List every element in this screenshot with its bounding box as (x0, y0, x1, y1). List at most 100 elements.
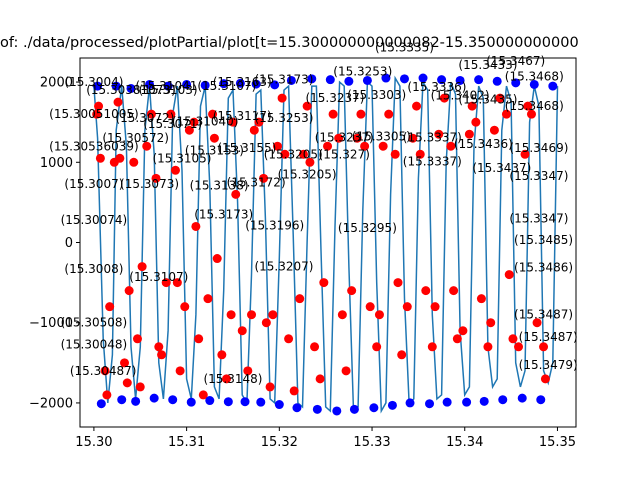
point-annotation: (15.3205) (278, 167, 337, 181)
sample-point (115, 153, 125, 163)
sample-point (408, 133, 418, 143)
sample-point (203, 294, 213, 304)
point-annotation: (15.3072) (115, 111, 174, 125)
sample-point (347, 286, 357, 296)
point-annotation: (15.3486) (514, 260, 573, 274)
point-annotation: (15.3435) (458, 93, 517, 107)
sample-point (172, 278, 182, 288)
sample-point (356, 109, 366, 119)
sample-point (446, 141, 456, 151)
extremum-point (418, 73, 428, 83)
point-annotation: (15.3155) (217, 141, 276, 155)
sample-point (430, 302, 440, 312)
point-annotation: (15.3196) (245, 219, 304, 233)
extremum-point (312, 404, 322, 414)
x-tick-label: 15.31 (168, 435, 205, 450)
point-annotation: (15.3148) (203, 372, 262, 386)
x-tick-label: 15.30 (75, 435, 112, 450)
point-annotation: (15.3205) (264, 147, 323, 161)
sample-point (540, 374, 550, 384)
point-annotation: (15.30572) (102, 131, 169, 145)
extremum-point (325, 75, 335, 85)
extremum-point (256, 397, 266, 407)
point-annotation: (15.3336) (407, 80, 466, 94)
point-annotation: (15.3237) (315, 130, 374, 144)
sample-point (208, 109, 218, 119)
sample-point (280, 149, 290, 159)
extremum-point (369, 403, 379, 413)
point-annotation: (15.3107) (129, 270, 188, 284)
extremum-point (474, 75, 484, 85)
sample-point (402, 302, 412, 312)
sample-point (265, 382, 275, 392)
y-tick-label: 2000 (40, 76, 73, 91)
sample-point (189, 117, 199, 127)
sample-point (157, 350, 167, 360)
extremum-point (479, 396, 489, 406)
point-annotation: (15.3487) (519, 330, 578, 344)
point-annotation: (15.327) (319, 147, 370, 161)
point-annotation: (15.30536039) (49, 139, 139, 153)
point-annotation: (15.31041(15.3107) (135, 79, 256, 93)
sample-point (372, 342, 382, 352)
sample-point (378, 141, 388, 151)
sample-point (458, 326, 468, 336)
sample-point (247, 310, 257, 320)
sample-point (508, 334, 518, 344)
sample-point (504, 270, 514, 280)
extremum-point (405, 398, 415, 408)
extremum-point (292, 403, 302, 413)
sample-point (142, 141, 152, 151)
extremum-point (182, 79, 192, 89)
point-annotation: (15.3303) (347, 88, 406, 102)
point-annotation: (15.30074) (61, 213, 128, 227)
sample-point (226, 310, 236, 320)
sample-point (289, 386, 299, 396)
sample-point (132, 334, 142, 344)
sample-point (231, 189, 241, 199)
sample-point (421, 286, 431, 296)
x-tick-label: 15.34 (446, 435, 483, 450)
sample-point (259, 173, 269, 183)
sample-point (212, 254, 222, 264)
point-annotation: (15.3071) (143, 117, 202, 131)
sample-point (393, 278, 403, 288)
sample-point (217, 350, 227, 360)
x-tick-label: 15.32 (261, 435, 298, 450)
sample-point (310, 342, 320, 352)
sample-point (194, 334, 204, 344)
point-annotation: (15.30381073) (86, 83, 176, 97)
sample-point (434, 129, 444, 139)
sample-point (452, 334, 462, 344)
sample-point (514, 342, 524, 352)
sample-point (501, 109, 511, 119)
sample-point (384, 109, 394, 119)
point-annotation: (15.3305) (352, 130, 411, 144)
point-annotation: (15.3117) (213, 109, 272, 123)
sample-point (166, 109, 176, 119)
y-tick-label: 1000 (40, 156, 73, 171)
point-annotation: (15.3138) (190, 179, 249, 193)
sample-point (412, 101, 422, 111)
sample-point (439, 93, 449, 103)
point-annotation: (15.3467) (486, 54, 545, 68)
extremum-point (200, 80, 210, 90)
sample-point (302, 101, 312, 111)
point-annotation: (15.3007) (64, 177, 123, 191)
sample-point (237, 326, 247, 336)
point-annotation: (15.3468) (505, 99, 564, 113)
point-annotation: (15.3237) (305, 91, 364, 105)
sample-point (486, 318, 496, 328)
extremum-point (425, 399, 435, 409)
extremum-point (362, 75, 372, 85)
sample-point (365, 302, 375, 312)
extremum-point (270, 80, 280, 90)
sample-point (305, 157, 315, 167)
point-annotation: (15.3487) (514, 308, 573, 322)
plot-area: (15.3004)(15.30051005)(15.30536039)(15.3… (49, 41, 578, 416)
extremum-point (126, 83, 136, 93)
extremum-point (349, 404, 359, 414)
sample-point (476, 294, 486, 304)
point-annotation: (15.30051005) (49, 107, 139, 121)
